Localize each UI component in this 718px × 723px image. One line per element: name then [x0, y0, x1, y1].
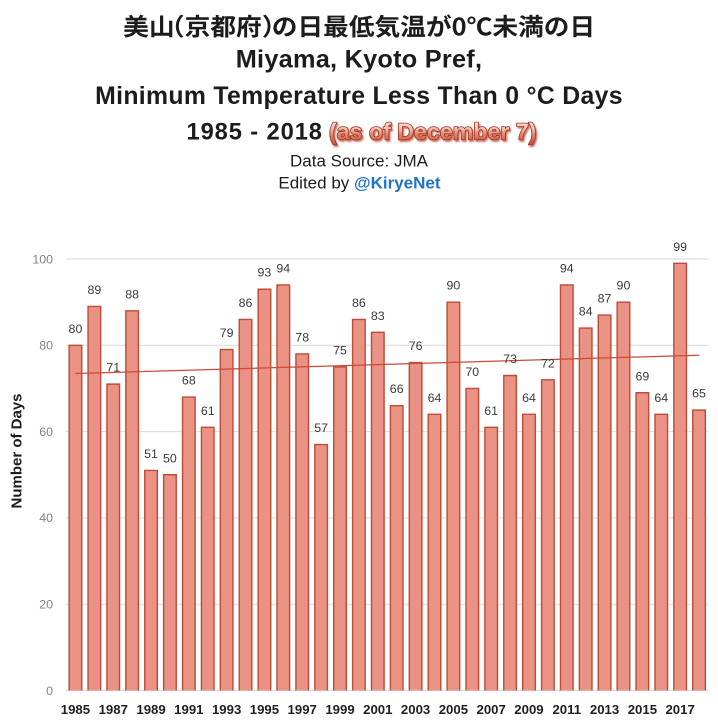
- svg-text:Edited by @KiryeNet: Edited by @KiryeNet: [278, 174, 440, 193]
- svg-text:84: 84: [579, 305, 593, 319]
- svg-text:1997: 1997: [288, 702, 317, 717]
- svg-text:94: 94: [560, 261, 574, 275]
- svg-text:Minimum Temperature Less Than: Minimum Temperature Less Than 0 °C Days: [95, 83, 623, 110]
- svg-text:88: 88: [125, 287, 139, 301]
- svg-text:1987: 1987: [99, 702, 128, 717]
- svg-text:1985 - 2018: 1985 - 2018: [187, 119, 323, 145]
- svg-text:2005: 2005: [439, 702, 468, 717]
- svg-text:2017: 2017: [665, 702, 694, 717]
- svg-text:Miyama, Kyoto Pref,: Miyama, Kyoto Pref,: [236, 45, 483, 73]
- svg-text:94: 94: [276, 261, 290, 275]
- svg-text:87: 87: [598, 292, 612, 306]
- svg-text:79: 79: [220, 326, 234, 340]
- svg-text:83: 83: [371, 309, 385, 323]
- svg-text:Data Source: JMA: Data Source: JMA: [290, 151, 429, 170]
- svg-text:(as of December 7): (as of December 7): [329, 119, 536, 145]
- svg-text:71: 71: [106, 361, 120, 375]
- svg-text:72: 72: [541, 356, 555, 370]
- svg-text:76: 76: [409, 339, 423, 353]
- svg-text:50: 50: [163, 451, 177, 465]
- svg-text:64: 64: [428, 391, 442, 405]
- svg-text:40: 40: [39, 511, 53, 525]
- svg-text:2015: 2015: [628, 702, 657, 717]
- svg-text:90: 90: [446, 279, 460, 293]
- svg-text:1991: 1991: [174, 702, 203, 717]
- svg-text:57: 57: [314, 421, 328, 435]
- svg-text:70: 70: [465, 365, 479, 379]
- svg-text:69: 69: [635, 369, 649, 383]
- svg-text:99: 99: [673, 240, 687, 254]
- svg-text:0: 0: [46, 684, 53, 698]
- svg-text:2009: 2009: [514, 702, 543, 717]
- svg-text:90: 90: [617, 279, 631, 293]
- svg-text:20: 20: [39, 598, 53, 612]
- svg-text:75: 75: [333, 343, 347, 357]
- svg-text:51: 51: [144, 447, 158, 461]
- svg-text:86: 86: [352, 296, 366, 310]
- svg-text:86: 86: [239, 296, 253, 310]
- svg-text:61: 61: [201, 404, 215, 418]
- svg-text:1989: 1989: [136, 702, 165, 717]
- svg-text:80: 80: [69, 322, 83, 336]
- svg-text:2013: 2013: [590, 702, 619, 717]
- svg-text:64: 64: [654, 391, 668, 405]
- svg-text:Number of Days: Number of Days: [9, 393, 26, 508]
- svg-text:73: 73: [503, 352, 517, 366]
- svg-text:1999: 1999: [325, 702, 354, 717]
- svg-text:2011: 2011: [552, 702, 581, 717]
- svg-text:2007: 2007: [477, 702, 506, 717]
- svg-text:60: 60: [39, 425, 53, 439]
- svg-text:61: 61: [484, 404, 498, 418]
- svg-text:1993: 1993: [212, 702, 241, 717]
- svg-text:1995: 1995: [250, 702, 279, 717]
- svg-text:66: 66: [390, 382, 404, 396]
- svg-text:93: 93: [258, 266, 272, 280]
- svg-text:78: 78: [295, 330, 309, 344]
- svg-text:100: 100: [32, 252, 53, 266]
- svg-text:64: 64: [522, 391, 536, 405]
- svg-text:2001: 2001: [363, 702, 392, 717]
- svg-text:89: 89: [87, 283, 101, 297]
- svg-text:80: 80: [39, 339, 53, 353]
- svg-text:68: 68: [182, 374, 196, 388]
- svg-text:2003: 2003: [401, 702, 430, 717]
- svg-text:65: 65: [692, 387, 706, 401]
- svg-text:1985: 1985: [61, 702, 90, 717]
